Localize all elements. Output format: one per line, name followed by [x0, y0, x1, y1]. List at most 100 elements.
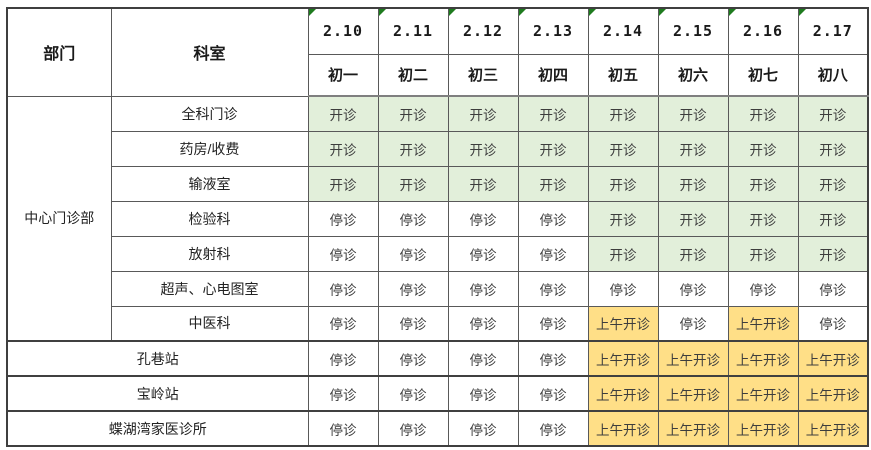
table-row: 宝岭站 停诊 停诊 停诊 停诊 上午开诊 上午开诊 上午开诊 上午开诊	[6, 375, 869, 412]
excel-error-triangle-icon	[589, 9, 596, 16]
table-row: 中医科 停诊 停诊 停诊 停诊 上午开诊 停诊 上午开诊 停诊	[7, 305, 869, 342]
status-cell: 开诊	[587, 200, 659, 237]
date-label: 2.17	[812, 22, 853, 41]
dept-column-header: 部门	[6, 7, 112, 97]
status-cell: 停诊	[377, 340, 449, 377]
status-cell: 停诊	[307, 200, 379, 237]
status-cell: 停诊	[307, 340, 379, 377]
status-cell: 停诊	[377, 200, 449, 237]
status-cell: 停诊	[377, 410, 449, 447]
status-cell: 开诊	[517, 165, 589, 202]
row-label: 中医科	[110, 305, 309, 342]
status-cell: 上午开诊	[587, 410, 659, 447]
status-cell: 停诊	[797, 305, 869, 342]
status-cell: 开诊	[587, 95, 659, 132]
status-cell: 上午开诊	[797, 375, 869, 412]
status-cell: 开诊	[587, 235, 659, 272]
excel-error-triangle-icon	[659, 9, 666, 16]
status-cell: 开诊	[587, 165, 659, 202]
status-cell: 开诊	[657, 95, 729, 132]
status-cell: 停诊	[517, 200, 589, 237]
date-header: 2.14	[587, 7, 659, 55]
status-cell: 停诊	[377, 305, 449, 342]
status-cell: 开诊	[657, 130, 729, 167]
date-header: 2.11	[377, 7, 449, 55]
status-cell: 停诊	[447, 235, 519, 272]
status-cell: 开诊	[727, 130, 799, 167]
date-header: 2.17	[797, 7, 869, 55]
status-cell: 停诊	[447, 340, 519, 377]
schedule-table: 部门 科室 2.10 2.11 2.12 2.13 2.14 2.15 2.16…	[6, 7, 869, 447]
row-label: 全科门诊	[110, 95, 309, 132]
status-cell: 开诊	[587, 130, 659, 167]
status-cell: 开诊	[307, 165, 379, 202]
status-cell: 开诊	[377, 95, 449, 132]
section-column-header: 科室	[110, 7, 309, 97]
status-cell: 开诊	[797, 165, 869, 202]
date-label: 2.10	[322, 22, 364, 41]
excel-error-triangle-icon	[379, 9, 386, 16]
status-cell: 停诊	[657, 305, 729, 342]
status-cell: 停诊	[377, 235, 449, 272]
status-cell: 开诊	[377, 130, 449, 167]
date-label: 2.15	[672, 22, 714, 41]
table-row: 孔巷站 停诊 停诊 停诊 停诊 上午开诊 上午开诊 上午开诊 上午开诊	[6, 340, 869, 377]
status-cell: 开诊	[657, 200, 729, 237]
lunar-day-header: 初三	[447, 53, 519, 97]
status-cell: 开诊	[307, 130, 379, 167]
row-label: 药房/收费	[110, 130, 309, 167]
header-row-lunar: 初一 初二 初三 初四 初五 初六 初七 初八	[7, 53, 869, 97]
table-row: 放射科 停诊 停诊 停诊 停诊 开诊 开诊 开诊 开诊	[7, 235, 869, 272]
status-cell: 停诊	[447, 200, 519, 237]
status-cell: 上午开诊	[587, 340, 659, 377]
date-label: 2.13	[532, 22, 574, 41]
dept-group-cell: 中心门诊部	[6, 95, 112, 342]
date-header: 2.13	[517, 7, 589, 55]
status-cell: 上午开诊	[657, 340, 729, 377]
status-cell: 停诊	[307, 410, 379, 447]
status-cell: 上午开诊	[727, 410, 799, 447]
status-cell: 停诊	[797, 270, 869, 307]
status-cell: 停诊	[447, 270, 519, 307]
status-cell: 停诊	[377, 375, 449, 412]
excel-error-triangle-icon	[729, 9, 736, 16]
status-cell: 开诊	[517, 95, 589, 132]
status-cell: 开诊	[307, 95, 379, 132]
row-label: 输液室	[110, 165, 309, 202]
excel-error-triangle-icon	[449, 9, 456, 16]
date-header: 2.16	[727, 7, 799, 55]
lunar-day-header: 初四	[517, 53, 589, 97]
status-cell: 停诊	[517, 410, 589, 447]
status-cell: 停诊	[587, 270, 659, 307]
header-row-dates: 部门 科室 2.10 2.11 2.12 2.13 2.14 2.15 2.16…	[6, 7, 869, 97]
status-cell: 开诊	[447, 95, 519, 132]
status-cell: 开诊	[657, 165, 729, 202]
status-cell: 停诊	[517, 305, 589, 342]
row-label: 检验科	[110, 200, 309, 237]
table-row: 超声、心电图室 停诊 停诊 停诊 停诊 停诊 停诊 停诊 停诊	[7, 270, 869, 307]
status-cell: 开诊	[727, 200, 799, 237]
date-label: 2.14	[602, 22, 644, 41]
status-cell: 停诊	[307, 305, 379, 342]
row-label: 放射科	[110, 235, 309, 272]
status-cell: 上午开诊	[657, 410, 729, 447]
status-cell: 停诊	[307, 235, 379, 272]
status-cell: 上午开诊	[727, 305, 799, 342]
table-row: 检验科 停诊 停诊 停诊 停诊 开诊 开诊 开诊 开诊	[7, 200, 869, 237]
row-label: 超声、心电图室	[110, 270, 309, 307]
date-label: 2.16	[742, 22, 784, 41]
status-cell: 上午开诊	[587, 375, 659, 412]
table-row: 药房/收费 开诊 开诊 开诊 开诊 开诊 开诊 开诊 开诊	[7, 130, 869, 167]
excel-error-triangle-icon	[519, 9, 526, 16]
station-label: 宝岭站	[6, 375, 309, 412]
status-cell: 上午开诊	[727, 375, 799, 412]
status-cell: 上午开诊	[727, 340, 799, 377]
status-cell: 上午开诊	[657, 375, 729, 412]
date-header: 2.10	[307, 7, 379, 55]
status-cell: 停诊	[517, 270, 589, 307]
status-cell: 开诊	[797, 130, 869, 167]
status-cell: 停诊	[727, 270, 799, 307]
lunar-day-header: 初六	[657, 53, 729, 97]
table-row: 输液室 开诊 开诊 开诊 开诊 开诊 开诊 开诊 开诊	[7, 165, 869, 202]
status-cell: 上午开诊	[797, 410, 869, 447]
